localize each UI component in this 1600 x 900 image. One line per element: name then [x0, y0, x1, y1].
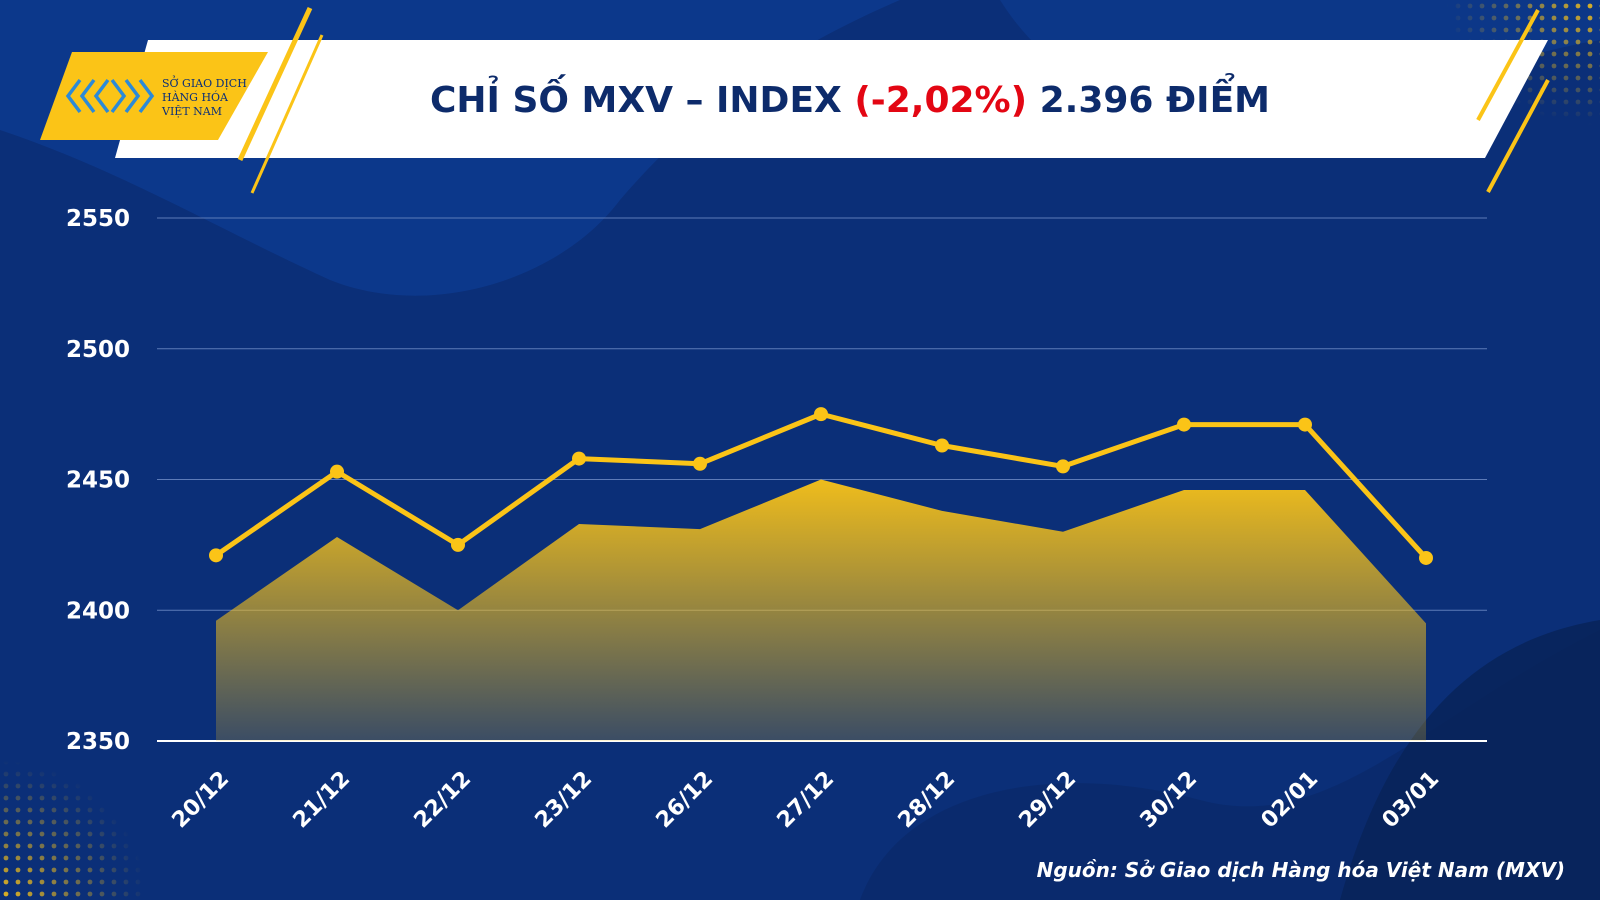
logo-text-line2: HÀNG HÓA — [162, 90, 229, 104]
mxv-logo-icon — [65, 78, 155, 114]
source-note: Nguồn: Sở Giao dịch Hàng hóa Việt Nam (M… — [1037, 858, 1565, 882]
y-axis-ticks: 2350 2400 2450 2500 2550 — [66, 206, 130, 755]
data-point — [1177, 417, 1191, 432]
logo-text-line1: SỞ GIAO DỊCH — [162, 75, 247, 90]
data-point — [451, 537, 465, 552]
area-fill — [216, 479, 1426, 741]
data-point — [572, 451, 586, 466]
y-tick-label: 2550 — [66, 206, 130, 232]
data-point — [693, 456, 707, 471]
area-shape — [216, 479, 1426, 741]
data-point — [1056, 459, 1070, 474]
series-points — [209, 407, 1433, 565]
logo-text-line3: VIỆT NAM — [161, 104, 222, 118]
data-point — [1419, 550, 1433, 565]
data-point — [330, 464, 344, 479]
y-tick-label: 2450 — [66, 468, 130, 494]
data-point — [1298, 417, 1312, 432]
data-point — [814, 407, 828, 422]
y-tick-label: 2400 — [66, 598, 130, 624]
title-value: 2.396 ĐIỂM — [1027, 73, 1270, 121]
title-main: CHỈ SỐ MXV – INDEX — [430, 74, 854, 121]
chart-title: CHỈ SỐ MXV – INDEX (-2,02%) 2.396 ĐIỂM — [430, 73, 1270, 121]
data-point — [935, 438, 949, 453]
mxv-logo: SỞ GIAO DỊCH HÀNG HÓA VIỆT NAM — [65, 75, 247, 118]
y-tick-label: 2500 — [66, 337, 130, 363]
title-change: (-2,02%) — [854, 80, 1027, 121]
y-tick-label: 2350 — [66, 729, 130, 755]
data-point — [209, 548, 223, 563]
